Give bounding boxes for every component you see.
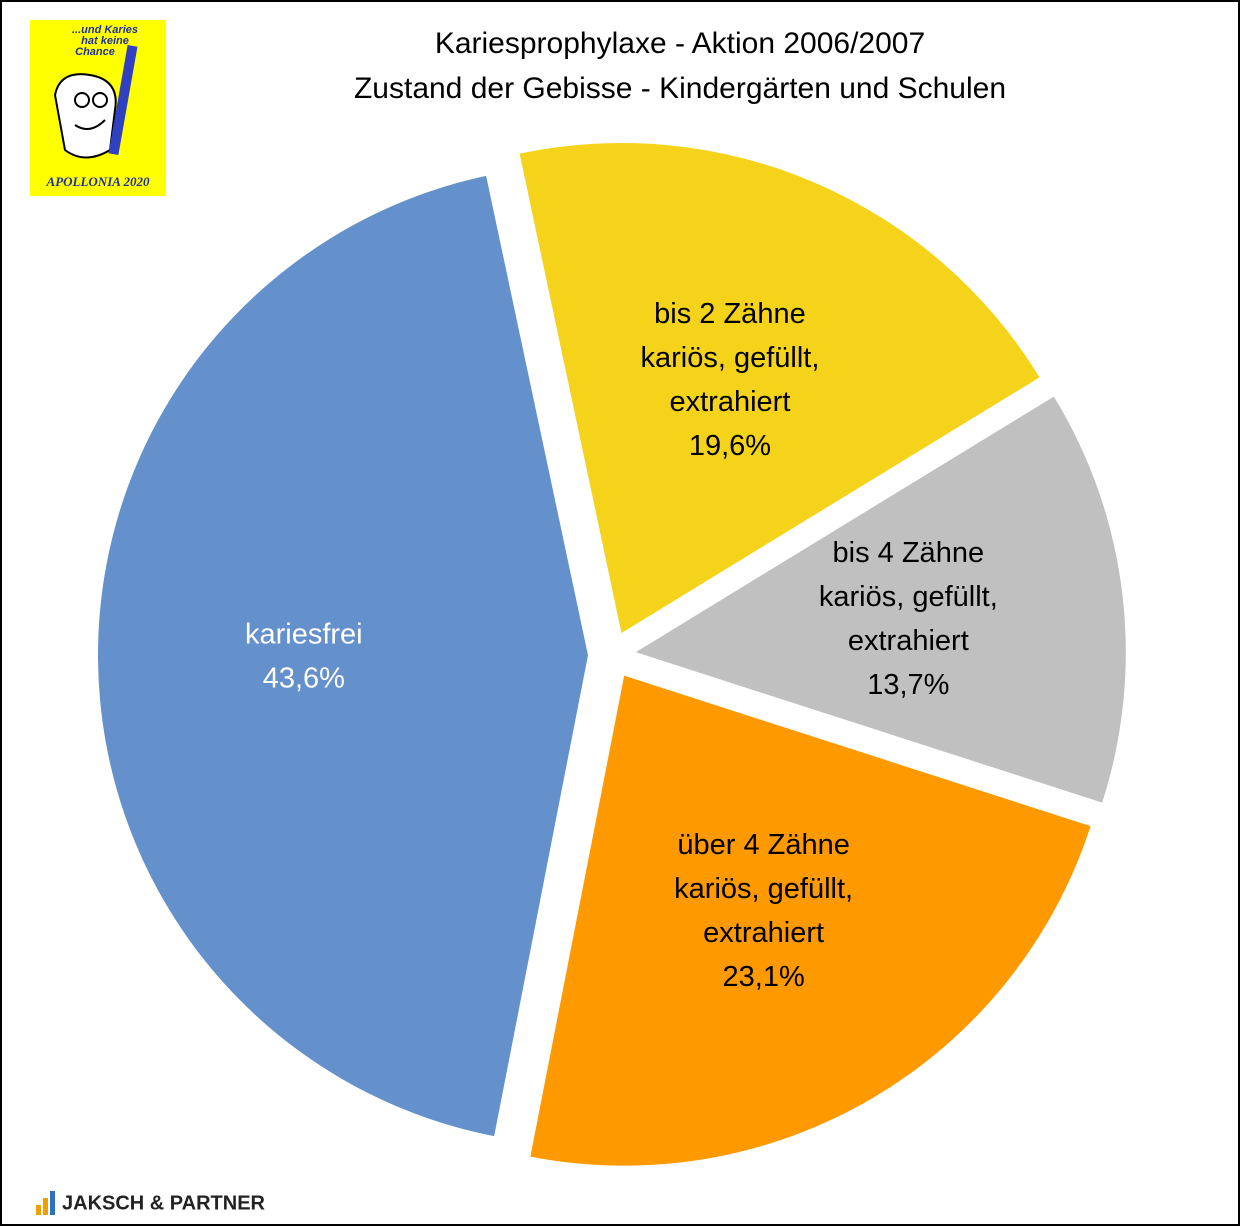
logo-slogan: hat keine bbox=[81, 35, 129, 47]
category-line: kariös, gefüllt, bbox=[819, 580, 998, 612]
category-line: über 4 Zähne bbox=[677, 829, 850, 861]
pie-slice bbox=[519, 142, 1040, 633]
logo-eye bbox=[92, 92, 108, 108]
value-label: 43,6% bbox=[263, 662, 345, 694]
footer-bar bbox=[50, 1191, 55, 1215]
category-label: über 4 Zähne kariös, gefüllt, extrahiert bbox=[674, 829, 853, 949]
category-line: kariös, gefüllt, bbox=[640, 342, 819, 374]
chart-title: Kariesprophylaxe - Aktion 2006/2007 bbox=[435, 27, 925, 60]
logo-name: APOLLONIA 2020 bbox=[46, 174, 150, 189]
category-label: bis 4 Zähne kariös, gefüllt, extrahiert bbox=[819, 536, 998, 656]
footer-bar bbox=[36, 1205, 41, 1215]
category-line: extrahiert bbox=[703, 917, 824, 949]
category-line: extrahiert bbox=[848, 624, 969, 656]
slice-label: kariesfrei 43,6% bbox=[245, 618, 363, 694]
logo-slogan: ...und Karies bbox=[72, 24, 138, 36]
category-line: kariesfrei bbox=[245, 618, 363, 650]
footer-bar bbox=[43, 1198, 48, 1215]
pie-slice bbox=[530, 675, 1091, 1166]
logo-eye bbox=[74, 92, 90, 108]
footer-text: JAKSCH & PARTNER bbox=[62, 1192, 266, 1214]
pie-slice bbox=[635, 396, 1126, 803]
category-label: kariesfrei bbox=[245, 618, 363, 650]
logo-brush bbox=[108, 44, 138, 156]
value-label: 13,7% bbox=[867, 668, 949, 700]
category-label: bis 2 Zähne kariös, gefüllt, extrahiert bbox=[640, 298, 819, 418]
category-line: bis 2 Zähne bbox=[654, 298, 806, 330]
logo-slogan: Chance bbox=[75, 46, 115, 58]
chart-subtitle: Zustand der Gebisse - Kindergärten und S… bbox=[354, 72, 1006, 105]
value-label: 19,6% bbox=[689, 430, 771, 462]
logo-tooth bbox=[53, 73, 117, 159]
pie-slice bbox=[98, 175, 589, 1137]
logo-mouth bbox=[74, 119, 106, 130]
logo: ...und Karies hat keine Chance APOLLONIA… bbox=[30, 20, 166, 196]
slice-label: bis 4 Zähne kariös, gefüllt, extrahiert 13,… bbox=[819, 536, 998, 700]
value-label: 23,1% bbox=[723, 961, 805, 993]
category-line: extrahiert bbox=[669, 386, 790, 418]
slice-label: bis 2 Zähne kariös, gefüllt, extrahiert 19,… bbox=[640, 298, 819, 462]
category-line: bis 4 Zähne bbox=[833, 536, 985, 568]
category-line: kariös, gefüllt, bbox=[674, 873, 853, 905]
footer-logo: JAKSCH & PARTNER bbox=[36, 1191, 266, 1215]
slice-label: über 4 Zähne kariös, gefüllt, extrahiert 23… bbox=[674, 829, 853, 993]
